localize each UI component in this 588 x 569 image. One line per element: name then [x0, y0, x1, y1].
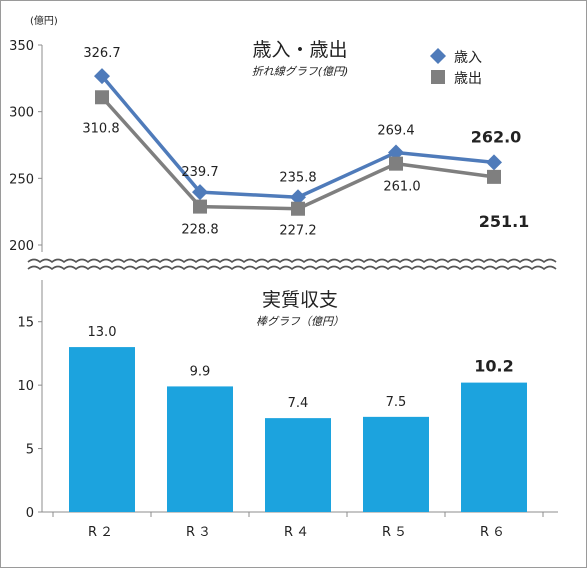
- line-y-tick-label: 300: [9, 106, 34, 121]
- line-y-tick-label: 200: [9, 239, 34, 254]
- revenue-point: [94, 68, 110, 85]
- bar-chart-title: 実質収支: [262, 289, 338, 311]
- x-category-label: R３: [186, 525, 214, 540]
- expenditure-point: [291, 201, 305, 216]
- line-y-tick-label: 350: [9, 39, 34, 54]
- x-category-label: R６: [480, 525, 508, 540]
- expenditure-data-label: 227.2: [279, 224, 316, 239]
- bar-data-label: 7.4: [288, 396, 309, 411]
- bar-data-label: 10.2: [474, 357, 513, 376]
- axis-break-line: [27, 265, 557, 271]
- line-y-tick-label: 250: [9, 172, 34, 187]
- expenditure-data-label: 228.8: [181, 223, 218, 238]
- expenditure-data-label: 310.8: [82, 121, 119, 136]
- bar-5: [461, 382, 527, 512]
- bar-4: [363, 416, 429, 512]
- bar-y-tick-label: 5: [26, 443, 34, 458]
- revenue-data-label: 235.8: [279, 170, 316, 185]
- revenue-point: [290, 189, 306, 206]
- bar-y-tick-label: 10: [17, 379, 34, 394]
- expenditure-point: [95, 90, 109, 105]
- line-chart-title: 歳入・歳出: [252, 39, 347, 61]
- expenditure-data-label: 261.0: [383, 180, 420, 195]
- line-unit-label: (億円): [30, 14, 58, 27]
- bar-y-tick-label: 0: [26, 506, 34, 521]
- expenditure-data-label: 251.1: [479, 212, 530, 231]
- revenue-data-label: 326.7: [83, 46, 120, 61]
- bar-data-label: 13.0: [88, 325, 117, 340]
- marks-layer: [69, 48, 527, 512]
- revenue-point: [486, 154, 502, 171]
- revenue-point: [388, 144, 404, 161]
- text-layer: 200 250 300 350 (億円) 326.7 239.7 235.8 269.4 262.…: [9, 14, 529, 540]
- legend-revenue-marker: [430, 48, 446, 64]
- bar-data-label: 7.5: [386, 395, 407, 410]
- x-category-label: R２: [88, 525, 116, 540]
- legend-expenditure-marker: [431, 70, 445, 84]
- revenue-data-label: 262.0: [471, 127, 522, 146]
- bar-data-label: 9.9: [190, 364, 211, 379]
- axis-break-line: [27, 258, 557, 264]
- revenue-data-label: 239.7: [181, 165, 218, 180]
- x-category-label: R４: [284, 525, 312, 540]
- expenditure-point: [193, 199, 207, 214]
- revenue-data-label: 269.4: [377, 123, 414, 138]
- expenditure-point: [487, 169, 501, 184]
- x-category-label: R５: [382, 525, 410, 540]
- bar-y-tick-label: 15: [17, 316, 34, 331]
- expenditure-point: [389, 156, 403, 171]
- line-chart-subtitle: 折れ線グラフ(億円): [252, 65, 349, 78]
- bar-3: [265, 418, 331, 512]
- bar-2: [167, 386, 233, 512]
- revenue-point: [192, 184, 208, 201]
- legend-expenditure-label: 歳出: [454, 71, 482, 87]
- bar-chart-subtitle: 棒グラフ（億円）: [256, 315, 344, 328]
- bar-1: [69, 347, 135, 512]
- legend-revenue-label: 歳入: [454, 50, 482, 66]
